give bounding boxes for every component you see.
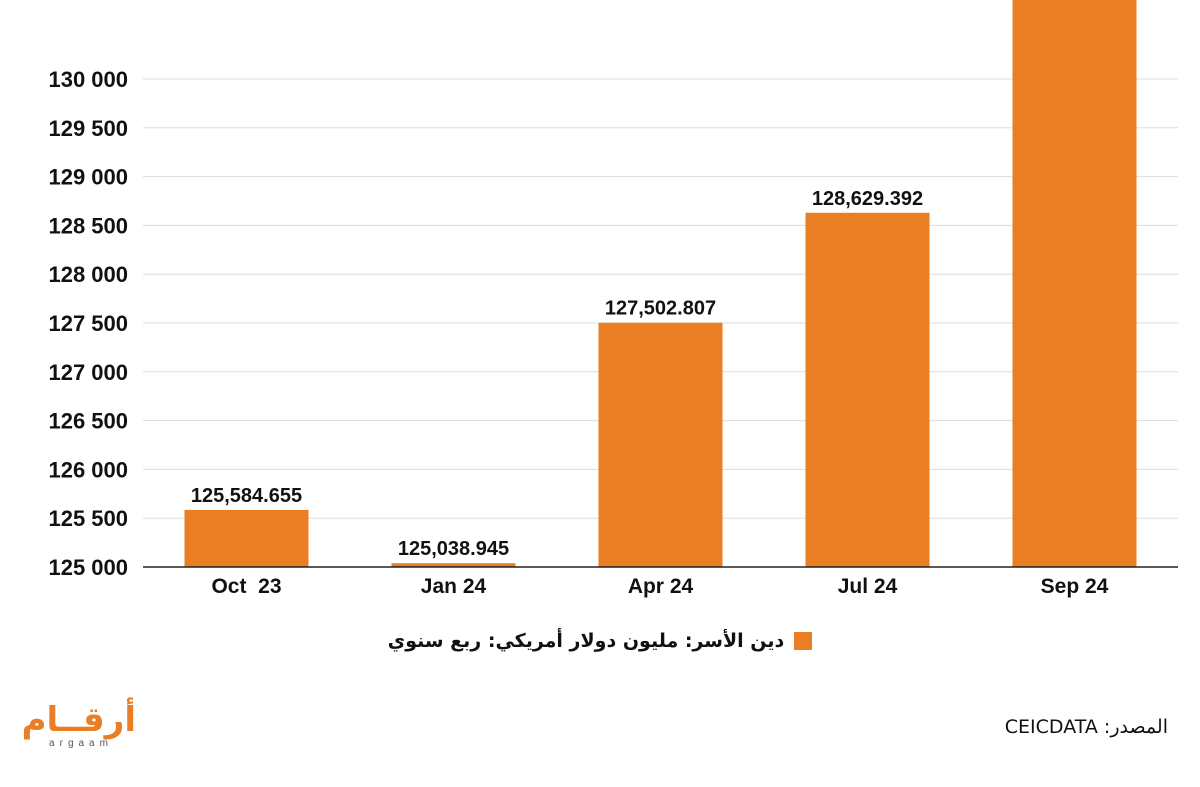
- argaam-logo: أرقــام argaam: [21, 700, 136, 753]
- bar-chart: 125 000 125 500 126 000 126 500 127 000 127 5…: [48, 0, 1178, 598]
- bar: [1012, 0, 1137, 568]
- bar-value-label: 128,629.392: [812, 188, 923, 210]
- y-tick-label: 125 000: [48, 555, 128, 580]
- legend-label: دين الأسر: مليون دولار أمريكي: ربع سنوي: [387, 630, 785, 652]
- x-axis-category-labels: Oct 23 Jan 24 Apr 24 Jul 24 Sep 24: [211, 575, 1108, 598]
- y-tick-label: 126 000: [48, 457, 128, 482]
- bar: [598, 322, 723, 567]
- x-category-label: Oct 23: [211, 575, 281, 598]
- x-category-label: Sep 24: [1041, 575, 1109, 598]
- y-tick-label: 128 500: [48, 213, 128, 238]
- bar: [184, 509, 309, 567]
- y-tick-label: 125 500: [48, 506, 128, 531]
- legend-swatch: [794, 632, 813, 650]
- y-tick-label: 130 000: [48, 67, 128, 92]
- bar: [805, 212, 930, 567]
- logo-latin-text: argaam: [49, 738, 113, 749]
- bar-value-label: 125,584.655: [191, 485, 302, 507]
- source-note: المصدر: CEICDATA: [1004, 716, 1168, 738]
- y-tick-label: 129 500: [48, 116, 128, 141]
- bar-value-label: 127,502.807: [605, 298, 716, 320]
- y-tick-label: 127 000: [48, 360, 128, 385]
- y-axis-tick-labels: 125 000 125 500 126 000 126 500 127 000 127 5…: [48, 67, 128, 580]
- legend: دين الأسر: مليون دولار أمريكي: ربع سنوي: [0, 630, 1200, 652]
- logo-arabic-text: أرقــام: [21, 700, 136, 740]
- data-labels: 125,584.655 125,038.945 127,502.807 128,629…: [191, 188, 923, 560]
- y-tick-label: 129 000: [48, 165, 128, 190]
- bar: [391, 563, 516, 567]
- x-category-label: Jan 24: [421, 575, 487, 598]
- y-tick-label: 128 000: [48, 262, 128, 287]
- bar-value-label: 125,038.945: [398, 538, 509, 560]
- bars: [184, 0, 1137, 568]
- x-category-label: Jul 24: [838, 575, 898, 598]
- x-category-label: Apr 24: [628, 575, 694, 598]
- y-tick-label: 126 500: [48, 409, 128, 434]
- y-tick-label: 127 500: [48, 311, 128, 336]
